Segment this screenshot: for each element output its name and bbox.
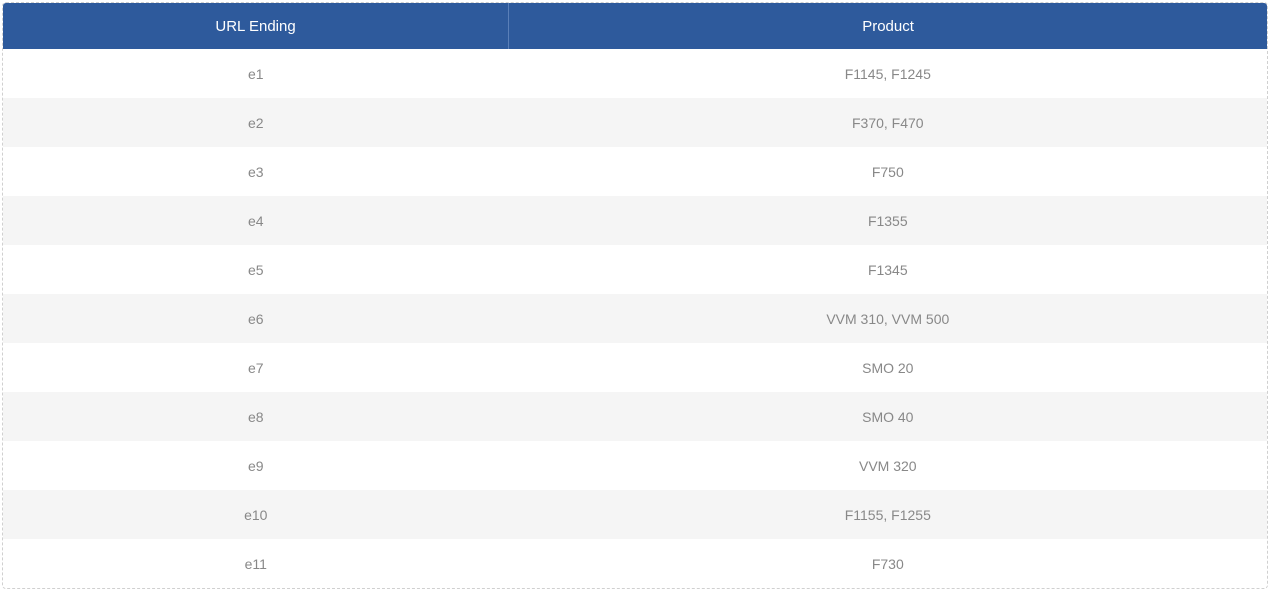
- product-table-container: URL Ending Product e1 F1145, F1245 e2 F3…: [2, 2, 1268, 589]
- table-row: e10 F1155, F1255: [3, 490, 1267, 539]
- table-row: e8 SMO 40: [3, 392, 1267, 441]
- product-table: URL Ending Product e1 F1145, F1245 e2 F3…: [3, 3, 1267, 588]
- cell-product: SMO 20: [509, 343, 1267, 392]
- cell-url-ending: e4: [3, 196, 509, 245]
- table-row: e7 SMO 20: [3, 343, 1267, 392]
- cell-product: VVM 310, VVM 500: [509, 294, 1267, 343]
- cell-product: SMO 40: [509, 392, 1267, 441]
- cell-url-ending: e7: [3, 343, 509, 392]
- cell-product: VVM 320: [509, 441, 1267, 490]
- cell-product: F730: [509, 539, 1267, 588]
- table-row: e11 F730: [3, 539, 1267, 588]
- cell-url-ending: e1: [3, 49, 509, 98]
- table-row: e4 F1355: [3, 196, 1267, 245]
- table-row: e2 F370, F470: [3, 98, 1267, 147]
- cell-product: F1355: [509, 196, 1267, 245]
- table-row: e1 F1145, F1245: [3, 49, 1267, 98]
- cell-url-ending: e11: [3, 539, 509, 588]
- table-row: e6 VVM 310, VVM 500: [3, 294, 1267, 343]
- cell-product: F1155, F1255: [509, 490, 1267, 539]
- table-row: e5 F1345: [3, 245, 1267, 294]
- table-body: e1 F1145, F1245 e2 F370, F470 e3 F750 e4…: [3, 49, 1267, 588]
- cell-url-ending: e8: [3, 392, 509, 441]
- cell-product: F750: [509, 147, 1267, 196]
- column-header-url-ending: URL Ending: [3, 3, 509, 49]
- cell-url-ending: e9: [3, 441, 509, 490]
- cell-url-ending: e3: [3, 147, 509, 196]
- cell-product: F370, F470: [509, 98, 1267, 147]
- table-row: e9 VVM 320: [3, 441, 1267, 490]
- cell-url-ending: e5: [3, 245, 509, 294]
- table-row: e3 F750: [3, 147, 1267, 196]
- cell-product: F1345: [509, 245, 1267, 294]
- table-header: URL Ending Product: [3, 3, 1267, 49]
- cell-url-ending: e2: [3, 98, 509, 147]
- cell-url-ending: e6: [3, 294, 509, 343]
- column-header-product: Product: [509, 3, 1267, 49]
- cell-url-ending: e10: [3, 490, 509, 539]
- cell-product: F1145, F1245: [509, 49, 1267, 98]
- table-header-row: URL Ending Product: [3, 3, 1267, 49]
